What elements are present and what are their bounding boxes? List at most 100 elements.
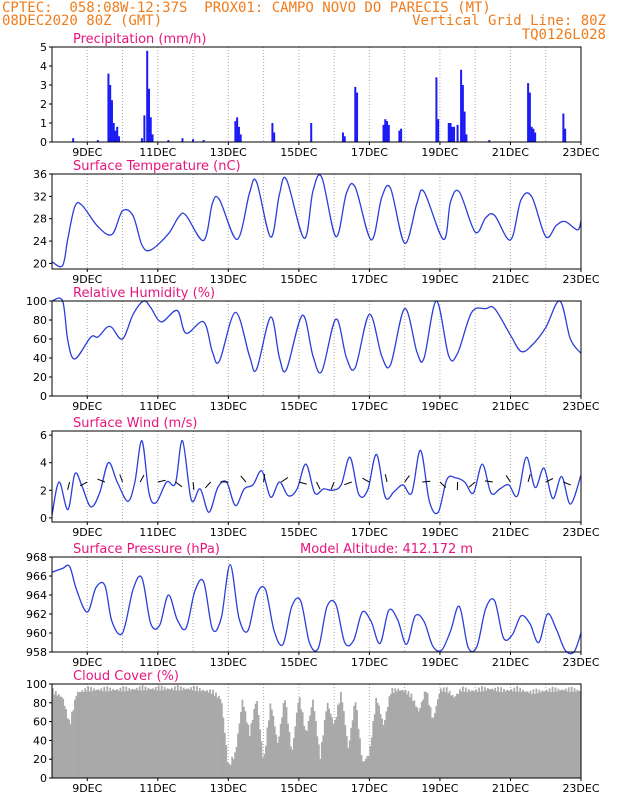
cloud-bar bbox=[312, 699, 314, 778]
cloud-bar bbox=[157, 685, 160, 778]
cloud-bar bbox=[316, 736, 319, 778]
rh-frame bbox=[51, 300, 582, 397]
precip-bar bbox=[114, 130, 117, 142]
cloud-bar bbox=[52, 688, 54, 778]
cloud-bar bbox=[163, 687, 166, 778]
cloud-bar bbox=[229, 765, 232, 778]
cloud-bar bbox=[548, 688, 551, 778]
cloud-bar bbox=[71, 711, 73, 778]
cloud-bar bbox=[231, 756, 234, 778]
cloud-bar bbox=[151, 688, 154, 778]
cloud-bar bbox=[466, 692, 469, 778]
cloud-bar bbox=[63, 705, 66, 778]
wind-xtick-label: 21DEC bbox=[492, 526, 529, 539]
cloud-xtick-label: 23DEC bbox=[562, 782, 599, 795]
cloud-bar bbox=[472, 690, 475, 778]
cloud-bar bbox=[156, 690, 159, 778]
cloud-bar bbox=[178, 690, 181, 778]
press-xtick-label: 15DEC bbox=[280, 656, 317, 669]
cloud-bar bbox=[207, 692, 210, 778]
cloud-xtick-label: 15DEC bbox=[280, 782, 317, 795]
cloud-bar bbox=[85, 691, 88, 778]
rh-xtick-label: 15DEC bbox=[280, 400, 317, 413]
cloud-xtick-label: 21DEC bbox=[492, 782, 529, 795]
wind-xtick-label: 19DEC bbox=[421, 526, 458, 539]
cloud-bar bbox=[445, 687, 448, 778]
cloud-bar bbox=[185, 688, 188, 778]
cloud-bar bbox=[263, 754, 266, 778]
cloud-ytick-label: 20 bbox=[33, 753, 47, 766]
cloud-bar bbox=[376, 702, 379, 778]
wind-arrow bbox=[204, 481, 212, 489]
cloud-bar bbox=[448, 690, 451, 778]
cloud-bar bbox=[56, 695, 59, 778]
cloud-frame bbox=[51, 683, 582, 779]
cloud-bar bbox=[106, 686, 109, 778]
precip-ytick-label: 2 bbox=[40, 98, 47, 111]
cloud-bar bbox=[319, 758, 322, 778]
precip-ytick-label: 1 bbox=[40, 117, 47, 130]
cloud-bar bbox=[422, 699, 425, 778]
cloud-bar bbox=[497, 686, 500, 778]
cloud-bar bbox=[428, 705, 430, 778]
cloud-bar bbox=[447, 693, 450, 778]
cloud-bar bbox=[150, 688, 153, 778]
cloud-bar bbox=[345, 735, 348, 778]
precip-xtick-label: 9DEC bbox=[72, 146, 102, 159]
cloud-bar bbox=[439, 688, 442, 778]
precip-bar bbox=[341, 132, 344, 142]
cloud-bar bbox=[306, 731, 308, 778]
wind-arrow bbox=[79, 481, 88, 487]
cloud-bar bbox=[388, 696, 391, 778]
cloud-bar bbox=[395, 691, 398, 778]
wind-arrow bbox=[298, 481, 307, 485]
cloud-bar bbox=[556, 691, 558, 778]
cloud-bar bbox=[248, 735, 251, 778]
cloud-bar bbox=[240, 711, 242, 778]
cloud-bar bbox=[413, 700, 416, 778]
cloud-bar bbox=[188, 689, 191, 778]
precip-bar bbox=[343, 136, 346, 142]
rh-ytick-label: 40 bbox=[33, 352, 47, 365]
cloud-bar bbox=[268, 720, 270, 778]
cloud-bar bbox=[484, 687, 486, 778]
precip-bar bbox=[116, 126, 119, 142]
press-ytick-label: 968 bbox=[26, 551, 47, 564]
wind-arrow bbox=[404, 475, 410, 483]
grid-line-note: Vertical Grid Line: 80Z bbox=[412, 13, 606, 29]
press-ytick-label: 966 bbox=[26, 570, 47, 583]
precip-bar bbox=[447, 123, 450, 142]
cloud-bar bbox=[456, 693, 458, 778]
precip-frame bbox=[51, 46, 582, 143]
cloud-bar bbox=[400, 690, 403, 778]
precip-bar bbox=[234, 121, 237, 142]
cloud-bar bbox=[357, 728, 360, 778]
precip-bar bbox=[354, 86, 357, 142]
cloud-bar bbox=[486, 688, 489, 778]
press-xtick-label: 23DEC bbox=[562, 656, 599, 669]
cloud-bar bbox=[53, 694, 56, 778]
rh-line bbox=[51, 297, 582, 374]
cloud-bar bbox=[74, 699, 76, 778]
cloud-bar bbox=[508, 690, 511, 778]
cloud-bar bbox=[547, 691, 549, 778]
wind-line bbox=[51, 440, 582, 516]
cloud-bar bbox=[453, 697, 455, 778]
cloud-bar bbox=[451, 695, 454, 778]
temp-ytick-label: 36 bbox=[33, 168, 47, 181]
cloud-bar bbox=[542, 691, 545, 778]
precip-bar bbox=[456, 124, 459, 142]
cloud-bar bbox=[112, 688, 115, 778]
cloud-bar bbox=[144, 686, 147, 778]
wind-arrow bbox=[468, 481, 476, 488]
cloud-bar bbox=[99, 690, 101, 778]
cloud-bar bbox=[272, 715, 275, 778]
cloud-bar bbox=[203, 690, 206, 778]
precip-bar bbox=[140, 138, 143, 142]
cloud-bar bbox=[103, 686, 106, 778]
cloud-bar bbox=[276, 742, 279, 778]
press-ytick-label: 964 bbox=[26, 589, 47, 602]
cloud-bar bbox=[235, 746, 238, 778]
cloud-title: Cloud Cover (%) bbox=[73, 669, 179, 684]
wind-arrow bbox=[330, 481, 335, 490]
